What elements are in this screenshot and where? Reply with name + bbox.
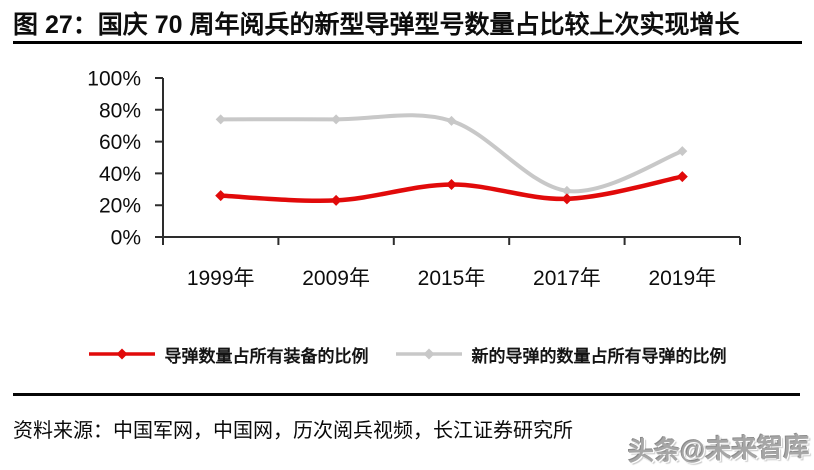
- y-axis-label: 80%: [99, 99, 141, 122]
- source-divider: [13, 393, 800, 396]
- x-axis-label: 1999年: [187, 267, 255, 290]
- x-axis-label: 2015年: [418, 267, 486, 290]
- data-point-marker: [215, 190, 227, 202]
- legend-line-gray: [395, 348, 462, 360]
- data-point-marker: [330, 194, 342, 206]
- x-axis-label: 2009年: [302, 267, 370, 290]
- data-point-marker: [677, 146, 688, 157]
- axis-lines: [155, 77, 741, 245]
- y-axis-label: 40%: [99, 163, 141, 186]
- data-point-marker: [446, 179, 457, 191]
- y-axis-label: 0%: [111, 227, 141, 250]
- chart-series: [215, 113, 688, 206]
- data-point-marker: [331, 114, 342, 125]
- legend-label: 新的导弹的数量占所有导弹的比例: [471, 346, 727, 366]
- source-text: 资料来源：中国军网，中国网，历次阅兵视频，长江证券研究所: [13, 420, 573, 442]
- title-divider: [13, 41, 802, 44]
- y-axis-labels: 0% 20% 40% 60% 80% 100%: [87, 68, 141, 250]
- y-axis-label: 20%: [99, 195, 141, 218]
- data-point-marker: [561, 193, 573, 205]
- legend-item-new-missile-ratio: 新的导弹的数量占所有导弹的比例: [395, 342, 727, 367]
- y-axis-label: 100%: [87, 68, 141, 91]
- legend-item-missile-equipment-ratio: 导弹数量占所有装备的比例: [88, 342, 369, 367]
- chart-legend: 导弹数量占所有装备的比例 新的导弹的数量占所有导弹的比例: [0, 340, 814, 368]
- x-axis-labels: 1999年 2009年 2015年 2017年 2019年: [187, 267, 716, 290]
- data-point-marker: [215, 114, 226, 125]
- x-axis-label: 2019年: [648, 267, 716, 290]
- watermark: 头条@未来智库: [627, 431, 810, 467]
- legend-label: 导弹数量占所有装备的比例: [164, 346, 369, 366]
- y-axis-label: 60%: [99, 131, 141, 154]
- chart-axes: [155, 77, 741, 245]
- data-point-marker: [561, 185, 572, 196]
- x-axis-label: 2017年: [533, 267, 601, 290]
- series-line-1: [218, 113, 685, 194]
- data-point-marker: [676, 171, 688, 183]
- figure-title: 图 27：国庆 70 周年阅兵的新型导弹型号数量占比较上次实现增长: [13, 11, 740, 39]
- data-point-marker: [446, 115, 457, 126]
- legend-line-red: [88, 348, 155, 360]
